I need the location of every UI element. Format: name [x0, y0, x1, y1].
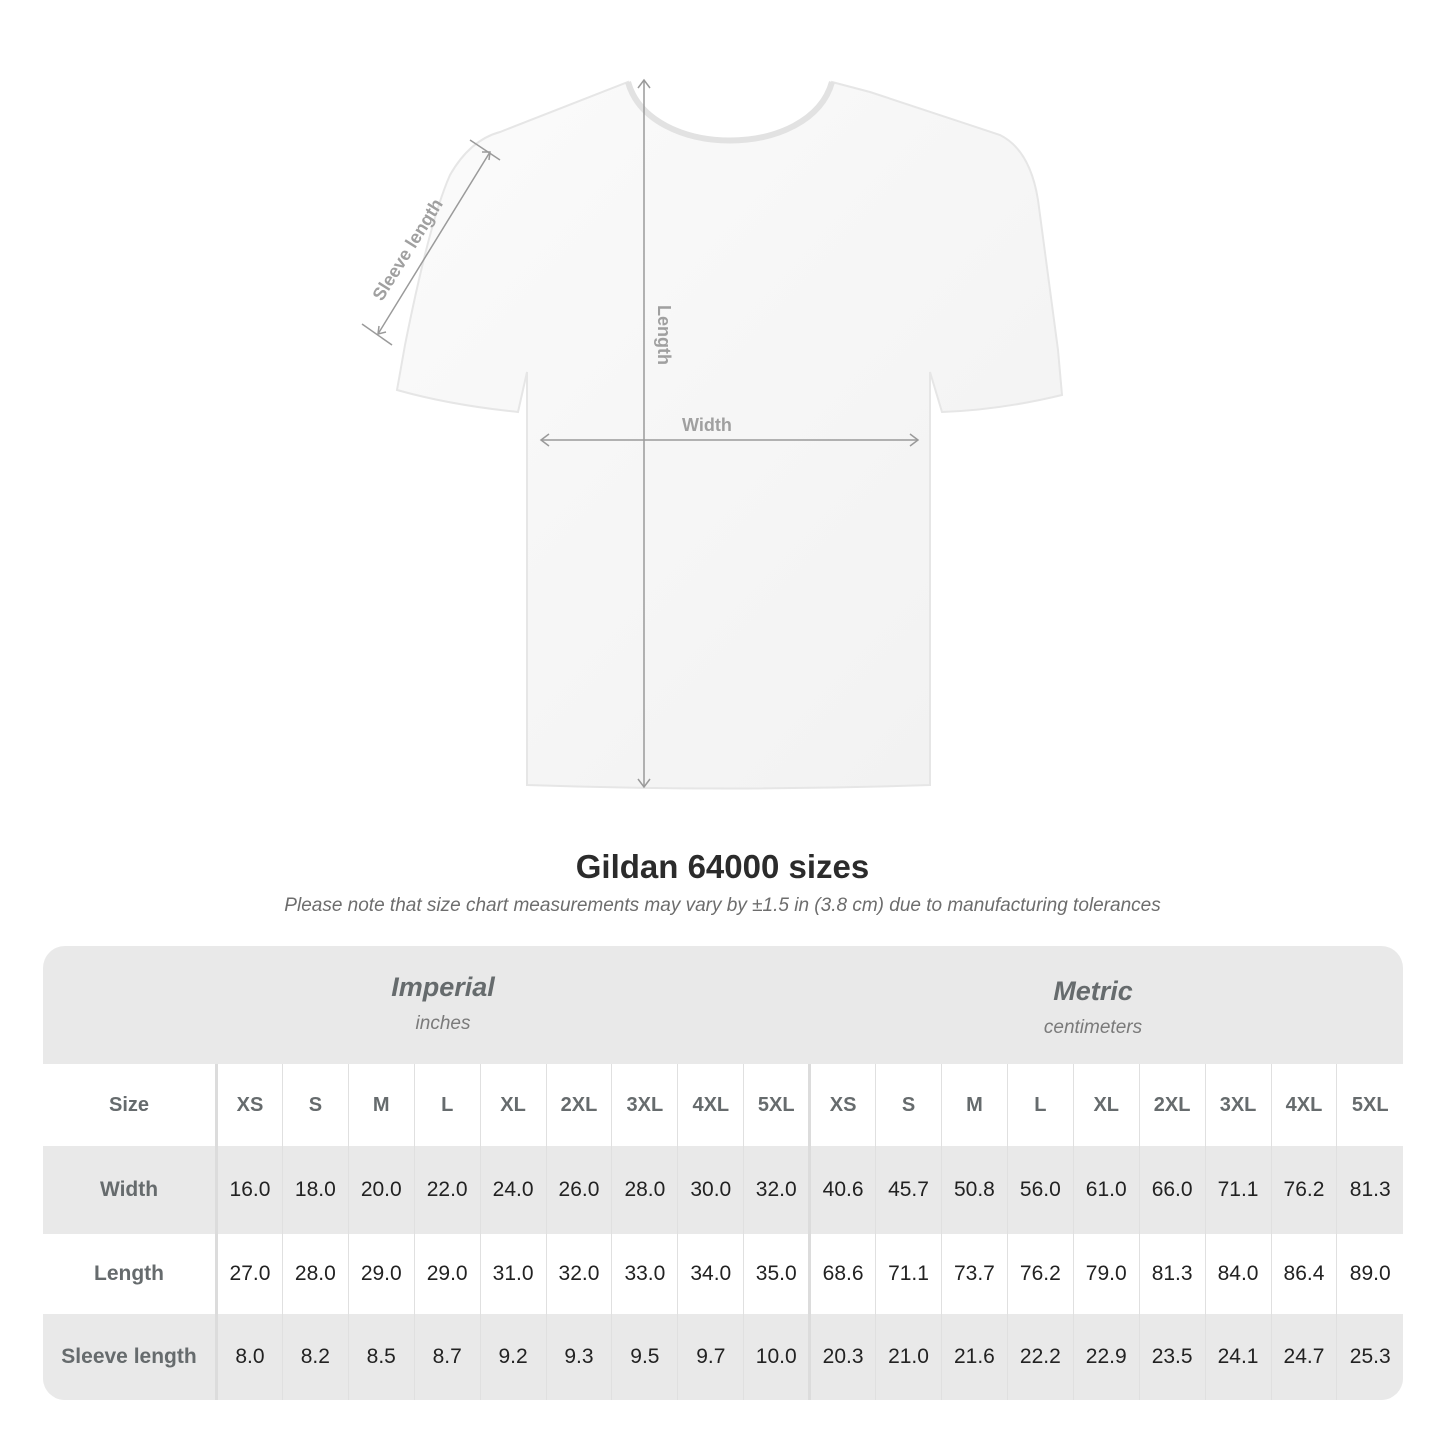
imperial-value-cell: 34.0 [677, 1234, 744, 1314]
row-label: Sleeve length [43, 1314, 218, 1400]
metric-value-cell: 24.1 [1204, 1314, 1271, 1400]
metric-value-cell: 76.2 [1270, 1146, 1337, 1234]
metric-title: Metric [1053, 976, 1133, 1006]
imperial-value-cell: 32.0 [743, 1146, 810, 1234]
metric-value-cell: 79.0 [1072, 1234, 1140, 1314]
metric-value-cell: 76.2 [1006, 1234, 1074, 1314]
imperial-size-xl: XL [479, 1064, 547, 1146]
imperial-header: Imperial inches [343, 972, 543, 1035]
metric-size-4xl: 4XL [1270, 1064, 1337, 1146]
metric-value-cell: 66.0 [1138, 1146, 1206, 1234]
size-chart: Imperial inches Metric centimeters Size X… [43, 946, 1403, 1400]
tshirt-shape [395, 80, 1064, 790]
metric-size-l: L [1006, 1064, 1074, 1146]
metric-value-cell: 86.4 [1270, 1234, 1337, 1314]
row-label: Length [43, 1234, 218, 1314]
metric-value-cell: 21.6 [940, 1314, 1008, 1400]
metric-value-cell: 21.0 [875, 1314, 942, 1400]
imperial-value-cell: 8.7 [413, 1314, 481, 1400]
imperial-value-cell: 32.0 [545, 1234, 612, 1314]
imperial-size-xs: XS [216, 1064, 283, 1146]
imperial-size-l: L [413, 1064, 481, 1146]
width-label: Width [682, 415, 732, 435]
measure-arrows [361, 78, 920, 789]
metric-size-5xl: 5XL [1336, 1064, 1403, 1146]
imperial-size-2xl: 2XL [545, 1064, 612, 1146]
imperial-value-cell: 16.0 [216, 1146, 283, 1234]
imperial-value-cell: 9.5 [611, 1314, 678, 1400]
metric-value-cell: 22.2 [1006, 1314, 1074, 1400]
imperial-size-s: S [281, 1064, 349, 1146]
metric-value-cell: 84.0 [1204, 1234, 1271, 1314]
imperial-value-cell: 20.0 [347, 1146, 415, 1234]
imperial-value-cell: 29.0 [413, 1234, 481, 1314]
table-row: Width 16.0 18.0 20.0 22.0 24.0 26.0 28.0 30.0 32.… [43, 1146, 1403, 1234]
size-table: Size XS S M L XL 2XL 3XL 4XL 5XL XS S M L XL 2XL 3XL 4XL 5… [43, 1064, 1403, 1400]
imperial-value-cell: 10.0 [743, 1314, 810, 1400]
imperial-value-cell: 28.0 [611, 1146, 678, 1234]
imperial-value-cell: 28.0 [281, 1234, 349, 1314]
imperial-value-cell: 9.2 [479, 1314, 547, 1400]
metric-value-cell: 22.9 [1072, 1314, 1140, 1400]
metric-size-xl: XL [1072, 1064, 1140, 1146]
imperial-value-cell: 8.2 [281, 1314, 349, 1400]
imperial-title: Imperial [391, 972, 495, 1002]
imperial-value-cell: 8.5 [347, 1314, 415, 1400]
table-row: Sleeve length 8.0 8.2 8.5 8.7 9.2 9.3 9.5 9.7 10.… [43, 1314, 1403, 1400]
metric-value-cell: 45.7 [875, 1146, 942, 1234]
metric-value-cell: 73.7 [940, 1234, 1008, 1314]
imperial-value-cell: 9.3 [545, 1314, 612, 1400]
length-label: Length [654, 305, 674, 365]
table-row: Length 27.0 28.0 29.0 29.0 31.0 32.0 33.0 34.0 35… [43, 1234, 1403, 1314]
metric-value-cell: 68.6 [808, 1234, 876, 1314]
metric-value-cell: 71.1 [875, 1234, 942, 1314]
metric-value-cell: 24.7 [1270, 1314, 1337, 1400]
imperial-unit: inches [415, 1013, 471, 1034]
metric-value-cell: 81.3 [1336, 1146, 1403, 1234]
imperial-value-cell: 26.0 [545, 1146, 612, 1234]
tshirt-diagram: Sleeve length Length Width [361, 78, 1064, 790]
imperial-size-m: M [347, 1064, 415, 1146]
page-title: Gildan 64000 sizes [575, 848, 870, 885]
metric-value-cell: 56.0 [1006, 1146, 1074, 1234]
metric-value-cell: 71.1 [1204, 1146, 1271, 1234]
metric-value-cell: 89.0 [1336, 1234, 1403, 1314]
imperial-value-cell: 18.0 [281, 1146, 349, 1234]
imperial-value-cell: 9.7 [677, 1314, 744, 1400]
metric-size-2xl: 2XL [1138, 1064, 1206, 1146]
metric-unit: centimeters [1043, 1017, 1143, 1038]
imperial-value-cell: 24.0 [479, 1146, 547, 1234]
imperial-size-3xl: 3XL [611, 1064, 678, 1146]
metric-value-cell: 50.8 [940, 1146, 1008, 1234]
size-header: Size [43, 1064, 218, 1146]
row-label: Width [43, 1146, 218, 1234]
imperial-value-cell: 27.0 [216, 1234, 283, 1314]
imperial-value-cell: 31.0 [479, 1234, 547, 1314]
imperial-size-5xl: 5XL [743, 1064, 810, 1146]
metric-value-cell: 25.3 [1336, 1314, 1403, 1400]
imperial-size-4xl: 4XL [677, 1064, 744, 1146]
table-row: Size XS S M L XL 2XL 3XL 4XL 5XL XS S M L XL 2XL 3XL 4XL 5… [43, 1064, 1403, 1146]
tolerance-note: Please note that size chart measurements… [284, 895, 1161, 916]
imperial-value-cell: 22.0 [413, 1146, 481, 1234]
imperial-value-cell: 8.0 [216, 1314, 283, 1400]
metric-size-xs: XS [808, 1064, 876, 1146]
imperial-value-cell: 33.0 [611, 1234, 678, 1314]
metric-header: Metric centimeters [993, 976, 1193, 1039]
metric-size-3xl: 3XL [1204, 1064, 1271, 1146]
metric-value-cell: 40.6 [808, 1146, 876, 1234]
metric-value-cell: 81.3 [1138, 1234, 1206, 1314]
metric-size-s: S [875, 1064, 942, 1146]
metric-value-cell: 23.5 [1138, 1314, 1206, 1400]
metric-size-m: M [940, 1064, 1008, 1146]
imperial-value-cell: 35.0 [743, 1234, 810, 1314]
imperial-value-cell: 30.0 [677, 1146, 744, 1234]
imperial-value-cell: 29.0 [347, 1234, 415, 1314]
metric-value-cell: 61.0 [1072, 1146, 1140, 1234]
metric-value-cell: 20.3 [808, 1314, 876, 1400]
